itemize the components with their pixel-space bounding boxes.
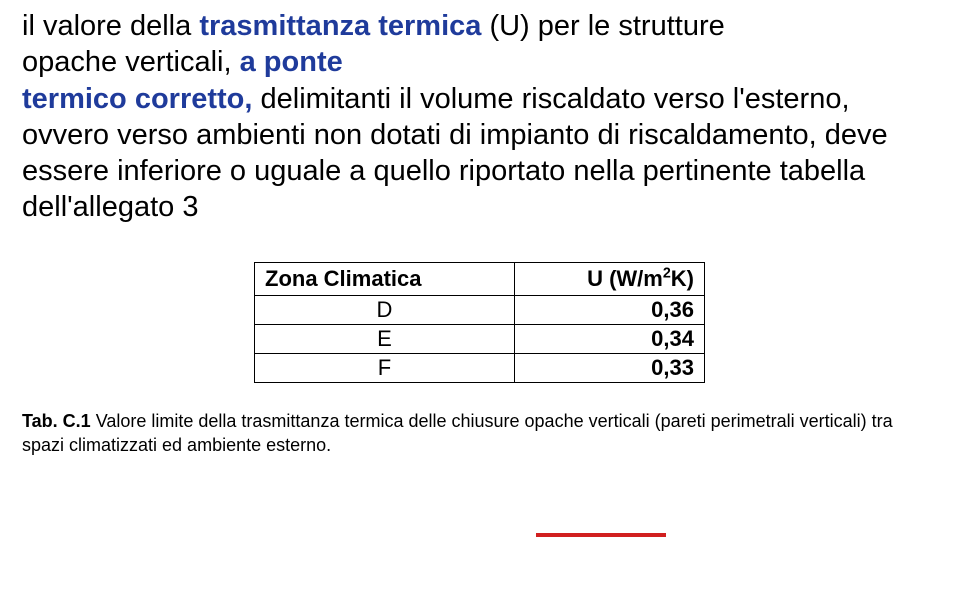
cell-u: 0,33 [515,353,705,382]
para-l1-bold: trasmittanza termica [199,10,481,42]
para-l1-suffix: (U) per le strutture [481,10,724,42]
table-row: F 0,33 [255,353,705,382]
table-caption: Tab. C.1 Valore limite della trasmittanz… [22,409,937,458]
table-row: E 0,34 [255,324,705,353]
caption-highlight: chiusure opache verticali [452,411,650,431]
para-l2-bold: a ponte [240,46,343,78]
table-container: Zona Climatica U (W/m2K) D 0,36 E 0,34 F… [22,262,937,383]
cell-u: 0,34 [515,324,705,353]
col-header-zone: Zona Climatica [255,262,515,295]
table-row: D 0,36 [255,295,705,324]
caption-before: Valore limite della trasmittanza termica… [91,411,452,431]
document-page: il valore della trasmittanza termica (U)… [0,0,959,590]
para-l3-bold: termico corretto, [22,83,252,115]
u-prefix: U (W/m [587,266,663,291]
caption-label: Tab. C.1 [22,411,91,431]
cell-zone: E [255,324,515,353]
table-header-row: Zona Climatica U (W/m2K) [255,262,705,295]
u-suffix: K) [671,266,694,291]
cell-zone: F [255,353,515,382]
main-paragraph: il valore della trasmittanza termica (U)… [22,8,937,226]
para-l2-prefix: opache verticali, [22,46,240,78]
u-value-table: Zona Climatica U (W/m2K) D 0,36 E 0,34 F… [254,262,705,383]
para-l1-prefix: il valore della [22,10,199,42]
col-header-u: U (W/m2K) [515,262,705,295]
u-sup: 2 [663,265,671,281]
red-underline [536,533,666,537]
cell-u: 0,36 [515,295,705,324]
cell-zone: D [255,295,515,324]
